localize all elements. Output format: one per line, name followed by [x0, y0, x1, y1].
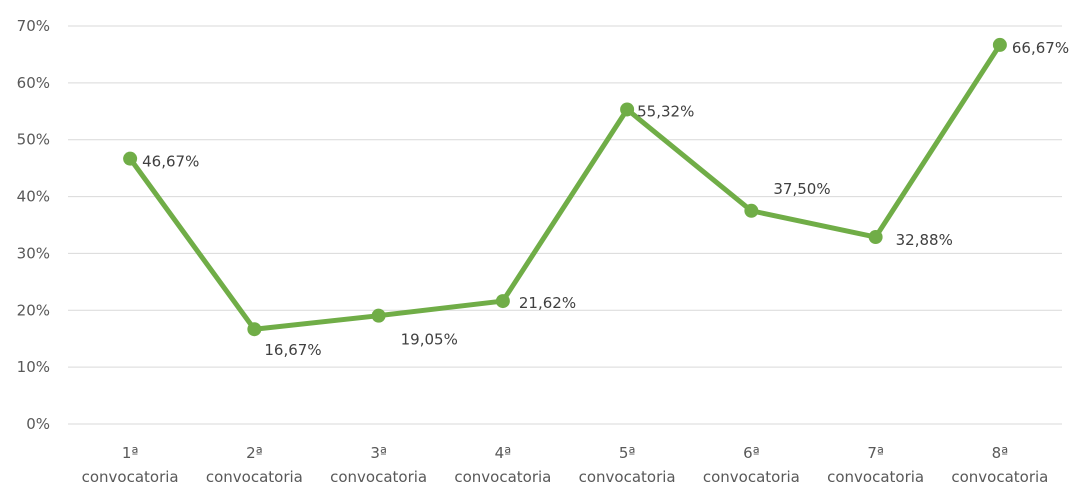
y-tick-label: 50% — [17, 131, 50, 149]
x-tick-label: 4ª convocatoria — [454, 444, 551, 485]
x-tick-label: 2ª convocatoria — [206, 444, 303, 485]
x-tick-label-line: 3ª — [370, 444, 387, 462]
x-tick-label: 6ª convocatoria — [703, 444, 800, 485]
data-point — [992, 37, 1007, 52]
data-point — [744, 203, 759, 218]
x-tick-label-line: convocatoria — [330, 468, 427, 485]
y-tick-label: 30% — [17, 244, 50, 262]
y-tick-label: 70% — [17, 17, 50, 35]
x-tick-label-line: convocatoria — [951, 468, 1048, 485]
x-tick-label: 3ª convocatoria — [330, 444, 427, 485]
x-tick-label-line: 4ª — [495, 444, 512, 462]
data-point — [123, 151, 138, 166]
series-line — [127, 42, 1003, 332]
data-label: 55,32% — [637, 102, 694, 120]
data-label: 46,67% — [142, 153, 199, 171]
grid-layer — [68, 25, 1062, 425]
data-label: 21,62% — [519, 294, 576, 312]
data-label: 19,05% — [401, 331, 458, 349]
x-tick-label-line: convocatoria — [206, 468, 303, 485]
x-tick-label: 8ª convocatoria — [951, 444, 1048, 485]
x-tick-label-line: 7ª — [867, 444, 884, 462]
y-tick-label: 0% — [26, 415, 50, 433]
x-tick-label: 7ª convocatoria — [827, 444, 924, 485]
x-tick-label: 1ª convocatoria — [82, 444, 179, 485]
x-tick-label-line: convocatoria — [82, 468, 179, 485]
x-tick-label-line: convocatoria — [454, 468, 551, 485]
x-tick-label-line: 2ª — [246, 444, 263, 462]
data-labels: 46,67% 16,67% 19,05% 21,62% 55,32% 37,50% 32,8… — [142, 39, 1069, 359]
y-tick-label: 60% — [17, 74, 50, 92]
y-tick-label: 20% — [17, 301, 50, 319]
x-tick-label: 5ª convocatoria — [579, 444, 676, 485]
data-point — [620, 102, 635, 117]
data-label: 37,50% — [773, 180, 830, 198]
data-point — [247, 322, 262, 337]
x-tick-label-line: convocatoria — [579, 468, 676, 485]
x-tick-label-line: convocatoria — [703, 468, 800, 485]
y-tick-label: 40% — [17, 188, 50, 206]
series-layer — [123, 37, 1007, 337]
data-point — [495, 294, 510, 309]
data-label: 16,67% — [264, 341, 321, 359]
x-tick-label-line: convocatoria — [827, 468, 924, 485]
x-tick-label-line: 8ª — [992, 444, 1009, 462]
x-tick-label-line: 6ª — [743, 444, 760, 462]
x-tick-label-line: 1ª — [122, 444, 139, 462]
data-point — [868, 230, 883, 245]
data-label: 66,67% — [1012, 39, 1069, 57]
data-label: 32,88% — [896, 231, 953, 249]
x-tick-label-line: 5ª — [619, 444, 636, 462]
data-point — [371, 308, 386, 323]
y-axis: 0% 10% 20% 30% 40% 50% 60% 70% — [17, 17, 50, 433]
y-tick-label: 10% — [17, 358, 50, 376]
x-axis: 1ª convocatoria 2ª convocatoria 3ª convocator… — [82, 444, 1049, 485]
